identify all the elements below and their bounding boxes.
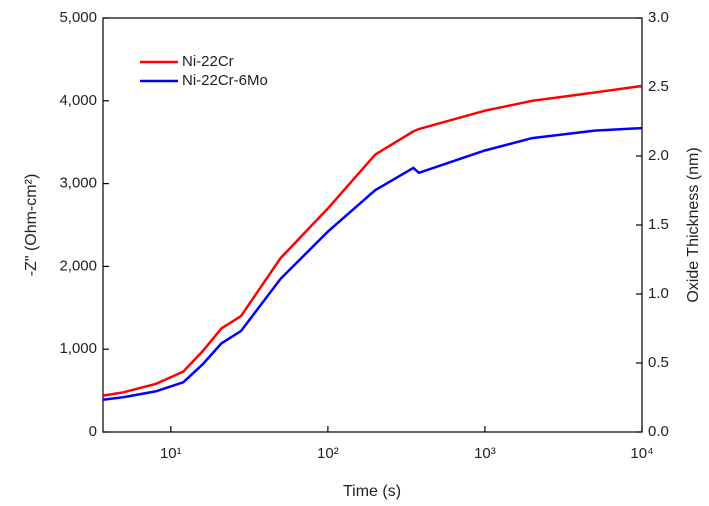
y-tick-label: 5,000 [59, 9, 97, 26]
y-tick-label: 0 [89, 423, 97, 440]
x-tick-label: 10² [317, 445, 339, 462]
y2-tick-label: 0.0 [648, 423, 669, 440]
y2-tick-label: 1.5 [648, 216, 669, 233]
x-tick-label: 10³ [474, 445, 496, 462]
x-axis-label: Time (s) [343, 483, 401, 500]
y-tick-label: 3,000 [59, 175, 97, 192]
y-tick-label: 2,000 [59, 257, 97, 274]
x-tick-label: 10¹ [160, 445, 182, 462]
y2-tick-label: 1.0 [648, 285, 669, 302]
y2-tick-label: 2.5 [648, 78, 669, 95]
y2-axis-label: Oxide Thickness (nm) [685, 147, 702, 302]
x-tick-label: 10⁴ [630, 445, 653, 462]
y-axis-label: -Z" (Ohm-cm²) [23, 174, 40, 277]
y-tick-label: 1,000 [59, 340, 97, 357]
y2-tick-label: 3.0 [648, 9, 669, 26]
y2-tick-label: 0.5 [648, 354, 669, 371]
legend-label: Ni-22Cr [182, 53, 234, 70]
y-tick-label: 4,000 [59, 92, 97, 109]
data-line [102, 84, 643, 397]
data-line [102, 126, 643, 401]
legend-label: Ni-22Cr-6Mo [182, 72, 268, 89]
y2-tick-label: 2.0 [648, 147, 669, 164]
